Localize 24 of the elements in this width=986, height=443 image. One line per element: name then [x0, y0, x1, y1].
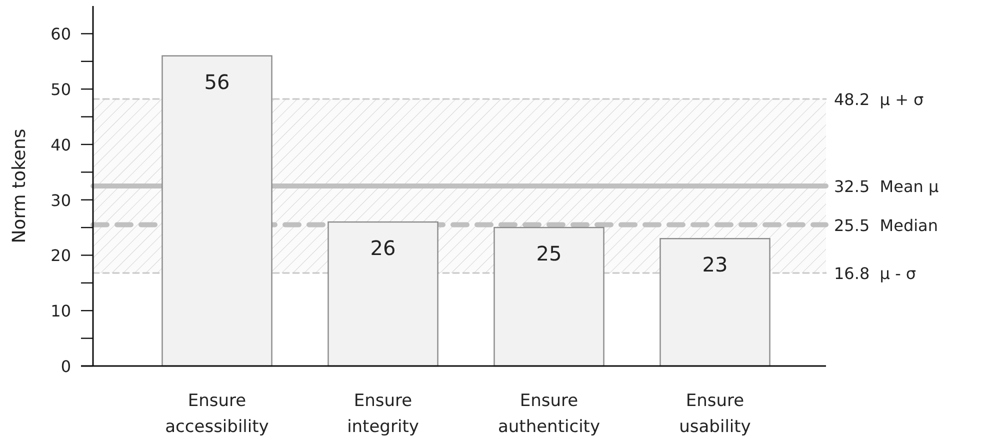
x-tick-label: Ensure authenticity — [498, 391, 600, 437]
ref-line-label: 25.5 Median — [834, 216, 938, 235]
y-tick-label: 20 — [50, 246, 71, 266]
bar — [328, 221, 438, 367]
y-tick-label: 50 — [50, 80, 71, 100]
x-tick-label: Ensure accessibility — [165, 391, 269, 437]
y-tick-label: 40 — [50, 135, 71, 154]
ref-line-label: 16.8 μ - σ — [834, 264, 916, 283]
y-axis-title: Norm tokens — [9, 128, 30, 244]
data-label: 23 — [702, 252, 728, 277]
bar — [660, 238, 770, 367]
y-tick-label: 60 — [50, 24, 71, 44]
ref-line-label: 32.5 Mean μ — [834, 177, 939, 196]
bar — [162, 55, 272, 367]
y-tick-label: 0 — [60, 357, 71, 376]
y-tick-label: 10 — [50, 302, 71, 321]
x-tick-label: Ensure usability — [679, 391, 751, 437]
ref-line-label: 48.2 μ + σ — [834, 90, 924, 110]
y-tick-label: 30 — [50, 190, 71, 210]
bar — [494, 226, 604, 367]
data-label: 56 — [204, 70, 230, 94]
data-label: 25 — [536, 242, 562, 266]
data-label: 26 — [370, 236, 396, 260]
x-tick-label: Ensure integrity — [347, 391, 419, 437]
